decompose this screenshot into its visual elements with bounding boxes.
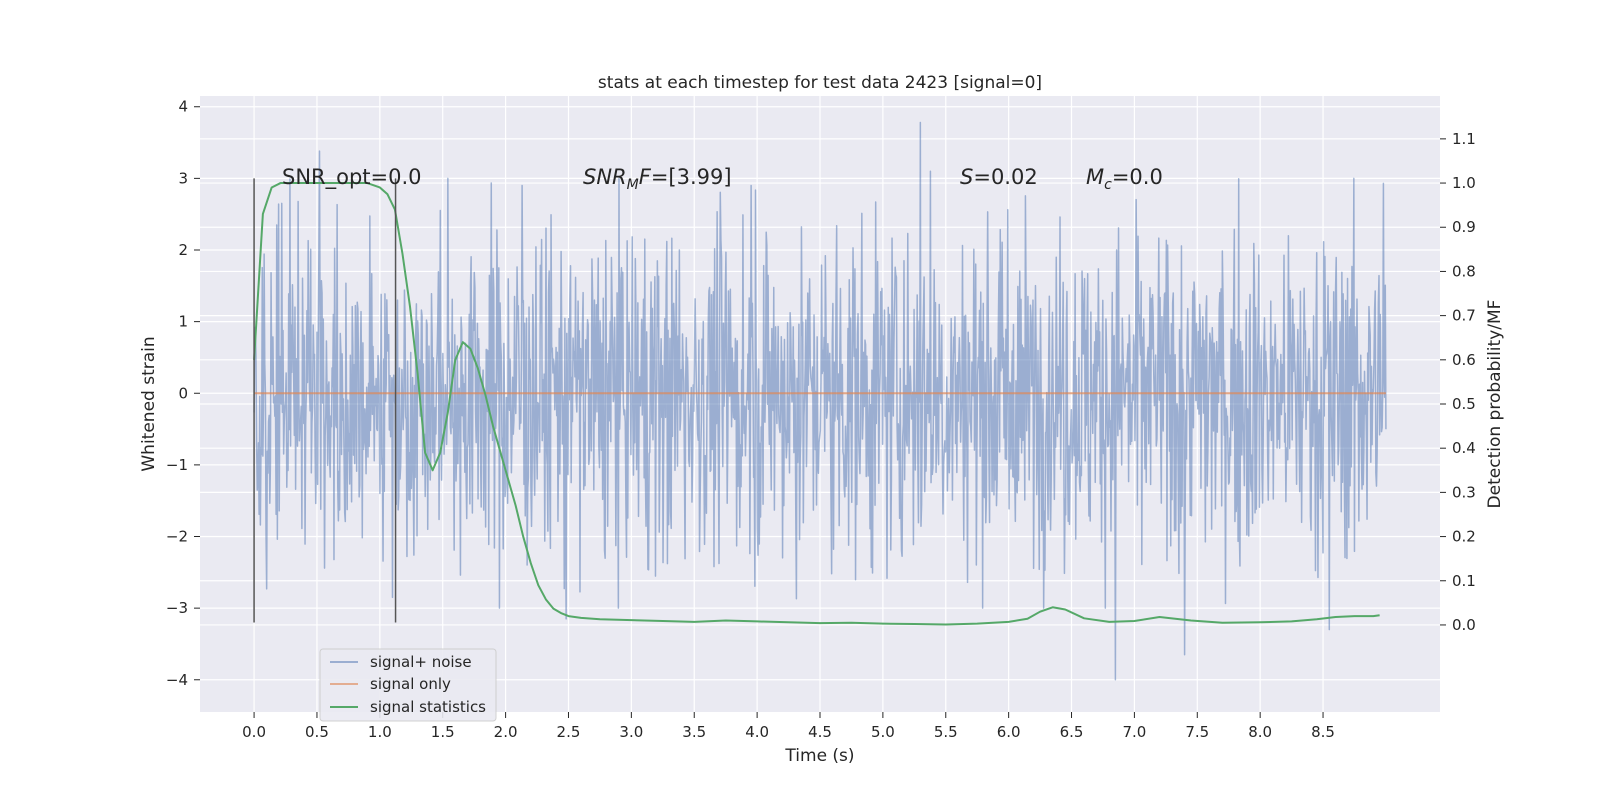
annotation-mc: Mc=0.0 — [1086, 165, 1163, 193]
y-tick-label: −3 — [166, 599, 188, 617]
x-tick-label: 7.0 — [1122, 723, 1146, 741]
y-right-tick-label: 1.1 — [1452, 130, 1476, 148]
x-tick-label: 5.5 — [934, 723, 958, 741]
x-tick-label: 1.5 — [431, 723, 455, 741]
x-axis: 0.0 0.5 1.0 1.5 2.0 2.5 3.0 3.5 4.0 4.5 5.0 5.5 6.0 6… — [242, 712, 1335, 741]
x-tick-label: 5.0 — [871, 723, 895, 741]
y-axis-left: −4 −3 −2 −1 0 1 2 3 4 — [166, 98, 200, 689]
y-tick-label: 0 — [178, 384, 188, 402]
vertical-markers — [253, 178, 397, 623]
legend: signal+ noise signal only signal statist… — [319, 648, 497, 722]
x-tick-label: 8.5 — [1311, 723, 1335, 741]
signal-noise-line — [253, 121, 1387, 681]
y-right-tick-label: 0.4 — [1452, 439, 1476, 457]
y-tick-label: −2 — [166, 528, 188, 546]
legend-label-signal-statistics: signal statistics — [370, 698, 486, 716]
x-axis-label: Time (s) — [784, 746, 854, 766]
x-tick-label: 1.0 — [368, 723, 392, 741]
y-axis-right: 0.0 0.1 0.2 0.3 0.4 0.5 0.6 0.7 0.8 0.9 1.0 1.1 — [1440, 130, 1476, 634]
y-right-tick-label: 0.0 — [1452, 616, 1476, 634]
y-tick-label: 2 — [178, 241, 188, 259]
x-tick-label: 4.5 — [808, 723, 832, 741]
chart-title: stats at each timestep for test data 242… — [598, 73, 1042, 93]
y-right-tick-label: 0.3 — [1452, 483, 1476, 501]
x-tick-label: 7.5 — [1185, 723, 1209, 741]
y-tick-label: 1 — [178, 313, 188, 331]
x-tick-label: 8.0 — [1248, 723, 1272, 741]
annotation-snr-opt: SNR_opt=0.0 — [282, 165, 422, 190]
x-tick-label: 0.0 — [242, 723, 266, 741]
x-tick-label: 6.0 — [997, 723, 1021, 741]
x-tick-label: 0.5 — [305, 723, 329, 741]
legend-box — [319, 648, 497, 722]
y-right-tick-label: 0.1 — [1452, 572, 1476, 590]
x-tick-label: 3.5 — [682, 723, 706, 741]
y-right-tick-label: 0.2 — [1452, 528, 1476, 546]
legend-label-signal-noise: signal+ noise — [370, 653, 472, 671]
y-right-tick-label: 0.8 — [1452, 262, 1476, 280]
y-tick-label: −1 — [166, 456, 188, 474]
y-axis-right-label: Detection probability/MF — [1485, 300, 1505, 509]
y-axis-label: Whitened strain — [139, 336, 159, 471]
y-right-tick-label: 0.9 — [1452, 218, 1476, 236]
y-tick-label: 3 — [178, 169, 188, 187]
x-tick-label: 3.0 — [619, 723, 643, 741]
annotation-s: S=0.02 — [960, 165, 1038, 189]
y-right-tick-label: 0.5 — [1452, 395, 1476, 413]
y-tick-label: 4 — [178, 98, 188, 116]
x-tick-label: 2.5 — [557, 723, 581, 741]
x-tick-label: 2.0 — [494, 723, 518, 741]
y-right-tick-label: 1.0 — [1452, 174, 1476, 192]
series-signal-noise — [253, 121, 1387, 681]
x-tick-label: 4.0 — [745, 723, 769, 741]
x-tick-label: 6.5 — [1060, 723, 1084, 741]
annotation-snr-mf: SNRMF=[3.99] — [583, 165, 732, 193]
y-right-tick-label: 0.7 — [1452, 307, 1476, 325]
legend-label-signal-only: signal only — [370, 675, 451, 693]
y-right-tick-label: 0.6 — [1452, 351, 1476, 369]
y-tick-label: −4 — [166, 671, 188, 689]
